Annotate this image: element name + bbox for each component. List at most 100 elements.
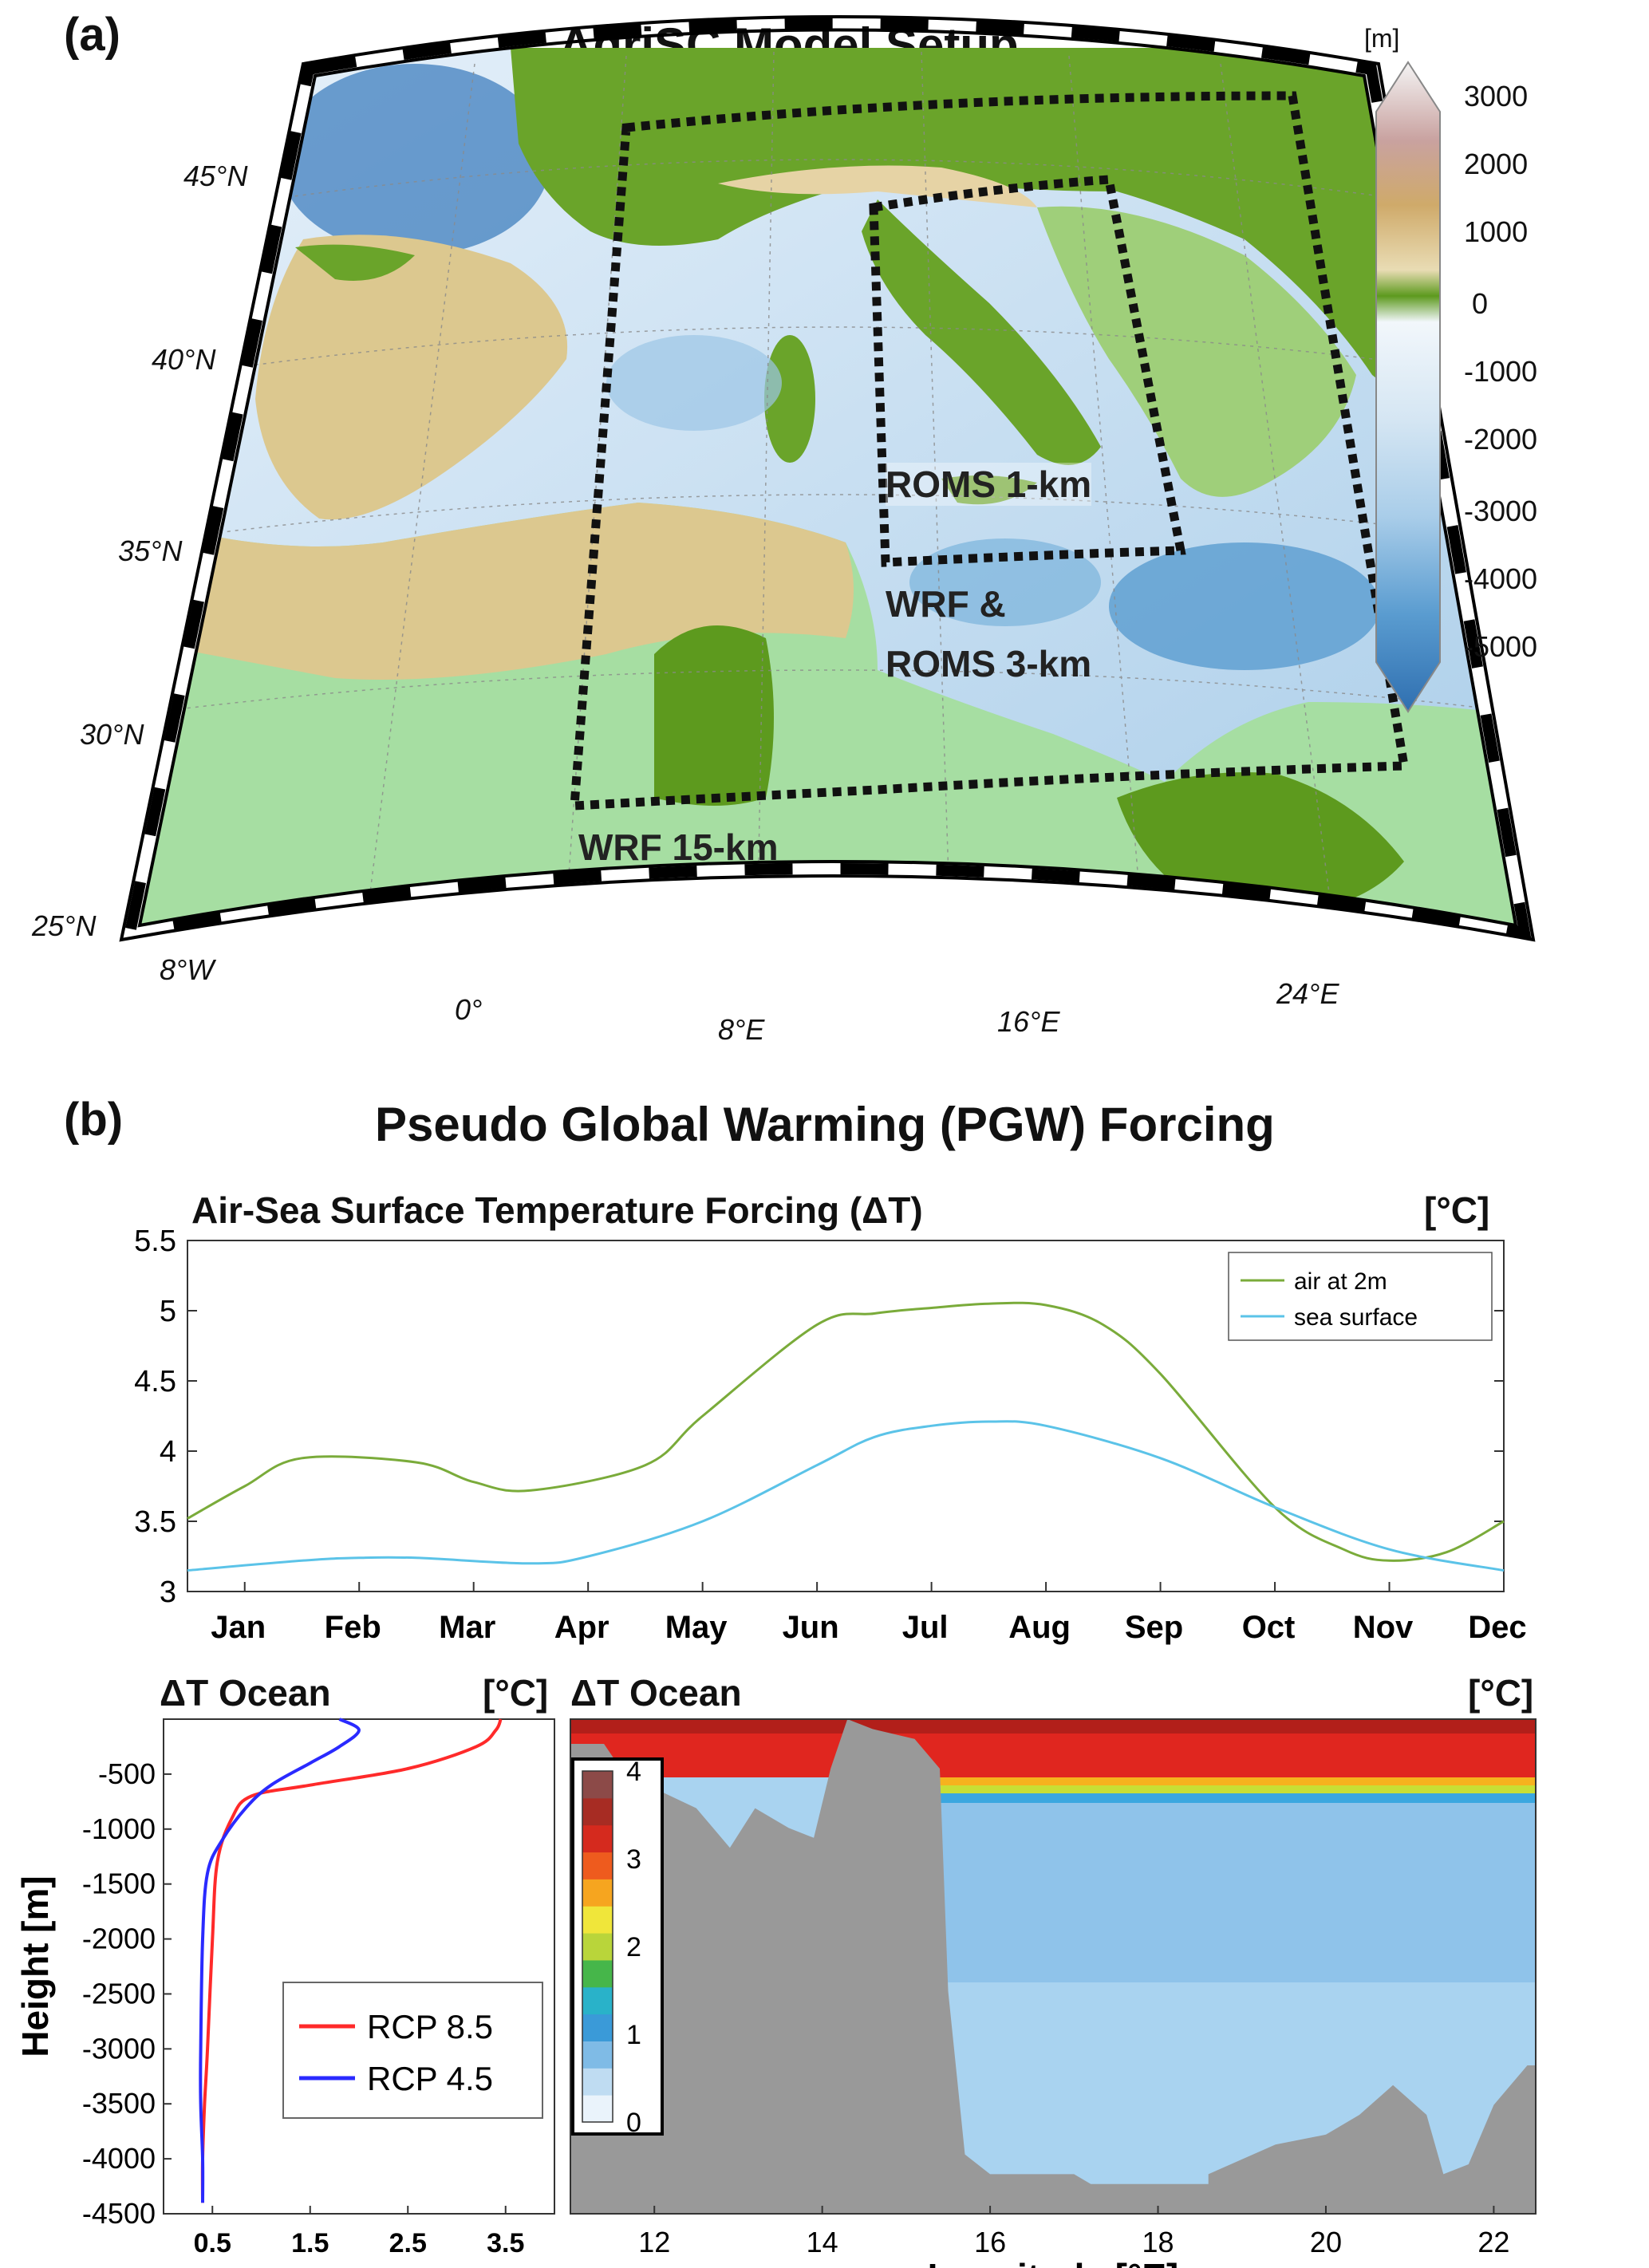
lon-label-0: 0° bbox=[455, 993, 483, 1026]
y-tick-label: -4000 bbox=[82, 2142, 156, 2175]
colorbar-tick: 1000 bbox=[1464, 215, 1529, 248]
panel-b-label: (b) bbox=[64, 1094, 124, 1146]
ocean-profile-title: ΔT Ocean bbox=[160, 1672, 331, 1714]
wrf-15km-label: WRF 15-km bbox=[578, 826, 779, 868]
lat-label-45n: 45°N bbox=[183, 160, 248, 192]
y-tick-label: -1500 bbox=[82, 1868, 156, 1900]
colorbar-swatch bbox=[582, 1797, 613, 1826]
lat-label-40n: 40°N bbox=[152, 343, 216, 376]
colorbar-tick: -3000 bbox=[1464, 495, 1538, 527]
colorbar-tick-label: 0 bbox=[626, 2108, 641, 2138]
y-tick-label: -2500 bbox=[82, 1977, 156, 2010]
x-tick-label: Sep bbox=[1125, 1610, 1183, 1645]
section-thermocline-orange bbox=[939, 1777, 1536, 1785]
colorbar-tick: -2000 bbox=[1464, 423, 1538, 456]
wrf-3km-label-line2: ROMS 3-km bbox=[886, 643, 1092, 684]
y-tick-label: 5 bbox=[160, 1295, 176, 1328]
colorbar-tick-label: 4 bbox=[626, 1757, 641, 1787]
x-tick-label: Oct bbox=[1242, 1610, 1296, 1645]
series-line bbox=[187, 1301, 1505, 1562]
section-surface-hot bbox=[570, 1719, 1536, 1734]
colorbar-swatch bbox=[582, 1879, 613, 1907]
x-tick-label: Jun bbox=[783, 1610, 839, 1645]
x-tick-label: Jul bbox=[902, 1610, 949, 1645]
ocean-profile-chart: -500 -1000 -1500 -2000 -2500 -3000 -3500 -4000 -… bbox=[14, 1718, 555, 2258]
x-tick-label: 3.5 bbox=[487, 2228, 524, 2258]
colorbar-tick: -5000 bbox=[1464, 630, 1538, 663]
ocean-section-title: ΔT Ocean bbox=[570, 1672, 742, 1714]
x-tick-label: 0.5 bbox=[194, 2228, 231, 2258]
series-line bbox=[199, 1718, 361, 2203]
colorbar-swatch bbox=[582, 1824, 613, 1853]
map-colorbar-ticks: 3000 2000 1000 0 -1000 -2000 -3000 -4000… bbox=[1464, 80, 1623, 663]
lon-label-8w: 8°W bbox=[160, 953, 215, 986]
roms-1km-label: ROMS 1-km bbox=[886, 463, 1092, 506]
ocean-section-chart: 12 14 16 18 20 22 Longitude [°E] 4 3 2 1 0 bbox=[570, 1718, 1537, 2268]
legend-label: sea surface bbox=[1294, 1304, 1418, 1331]
colorbar-swatch bbox=[582, 1771, 613, 1799]
legend-label: RCP 8.5 bbox=[367, 2008, 493, 2045]
ocean-profile-unit: [°C] bbox=[483, 1672, 549, 1714]
y-tick-label: -500 bbox=[98, 1757, 156, 1790]
legend-label: RCP 4.5 bbox=[367, 2060, 493, 2097]
colorbar-swatch bbox=[582, 1986, 613, 2015]
y-axis-label: Height [m] bbox=[14, 1876, 56, 2057]
x-tick-label: 16 bbox=[974, 2226, 1006, 2258]
ocean-section-unit: [°C] bbox=[1468, 1672, 1534, 1714]
x-tick-label: Nov bbox=[1353, 1610, 1414, 1645]
y-tick-label: 5.5 bbox=[134, 1229, 176, 1258]
colorbar-swatch bbox=[582, 2041, 613, 2069]
map-figure bbox=[119, 15, 1536, 942]
x-tick-label: Mar bbox=[439, 1610, 495, 1645]
legend-box bbox=[1228, 1252, 1493, 1341]
colorbar-tick: 2000 bbox=[1464, 148, 1529, 180]
wrf-3km-label-line1: WRF & bbox=[886, 583, 1006, 625]
series-line bbox=[200, 1718, 503, 2203]
bathymetry-topography-map bbox=[140, 48, 1516, 925]
colorbar-tick-label: 3 bbox=[626, 1844, 641, 1875]
map-colorbar bbox=[1375, 61, 1441, 713]
x-tick-label: Jan bbox=[211, 1610, 266, 1645]
x-tick-label: Apr bbox=[554, 1610, 609, 1645]
y-tick-label: 4 bbox=[160, 1435, 176, 1469]
colorbar-tick: 3000 bbox=[1464, 80, 1529, 112]
x-tick-label: 20 bbox=[1310, 2226, 1342, 2258]
y-tick-label: 3 bbox=[160, 1576, 176, 1609]
x-tick-label: 12 bbox=[638, 2226, 670, 2258]
legend-box bbox=[282, 1982, 543, 2119]
y-tick-label: -1000 bbox=[82, 1812, 156, 1845]
lat-label-35n: 35°N bbox=[118, 534, 183, 567]
y-tick-label: -4500 bbox=[82, 2197, 156, 2230]
wrf-15km-domain bbox=[570, 91, 1410, 811]
air-sea-chart-title: Air-Sea Surface Temperature Forcing (ΔT) bbox=[191, 1189, 923, 1231]
lat-label-25n: 25°N bbox=[32, 909, 97, 942]
x-tick-label: 1.5 bbox=[291, 2228, 329, 2258]
x-tick-label: Feb bbox=[325, 1610, 381, 1645]
colorbar-swatch bbox=[582, 2095, 613, 2123]
series-line bbox=[187, 1420, 1505, 1572]
map-colorbar-unit: [m] bbox=[1364, 24, 1400, 53]
section-thermocline-blue bbox=[939, 1793, 1536, 1803]
colorbar-outline bbox=[582, 1770, 613, 2123]
colorbar-swatch bbox=[582, 1959, 613, 1988]
pgw-title: Pseudo Global Warming (PGW) Forcing bbox=[375, 1098, 1275, 1151]
legend-label: air at 2m bbox=[1294, 1268, 1387, 1295]
colorbar-swatch bbox=[582, 2014, 613, 2041]
panel-a-label: (a) bbox=[64, 9, 120, 61]
section-thermocline-yellow bbox=[939, 1785, 1536, 1793]
section-bathymetry bbox=[570, 1719, 1536, 2214]
x-tick-label: 2.5 bbox=[389, 2228, 427, 2258]
plot-area bbox=[163, 1718, 555, 2215]
x-tick-label: 22 bbox=[1477, 2226, 1509, 2258]
plot-area bbox=[570, 1718, 1537, 2215]
colorbar-tick-label: 2 bbox=[626, 1932, 641, 1962]
lon-label-24e: 24°E bbox=[1276, 977, 1339, 1010]
colorbar-tick: -1000 bbox=[1464, 355, 1538, 388]
y-tick-label: 4.5 bbox=[134, 1365, 176, 1398]
section-water-layer bbox=[939, 1791, 1536, 1982]
colorbar-tick: -4000 bbox=[1464, 562, 1538, 595]
y-tick-label: -2000 bbox=[82, 1923, 156, 1955]
colorbar-swatch bbox=[582, 2068, 613, 2096]
section-surface-warm bbox=[570, 1734, 1536, 1777]
colorbar-swatch bbox=[582, 1852, 613, 1879]
